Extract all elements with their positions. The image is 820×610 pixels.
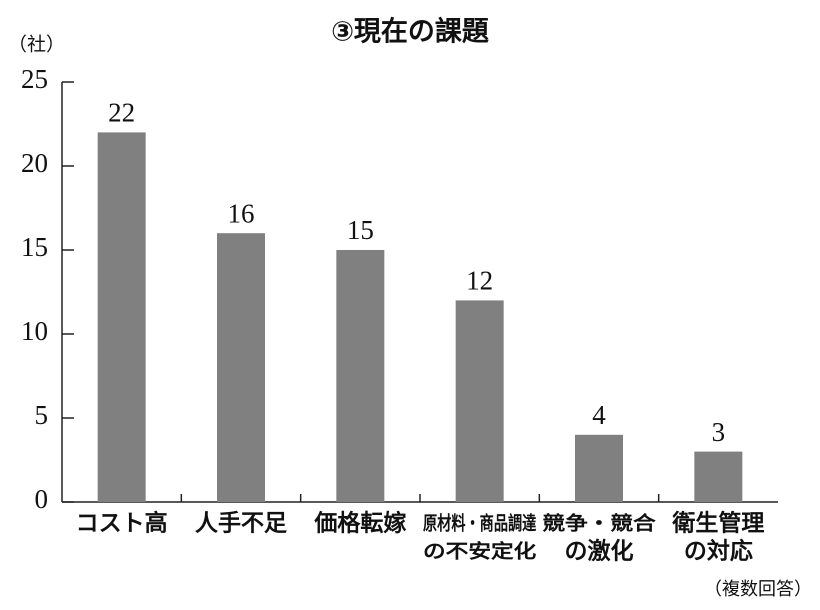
x-tick-label: 人手不足 [195,511,287,537]
y-tick-label: 20 [21,148,48,178]
bar [694,451,743,502]
y-axis-label: （社） [8,34,65,56]
bar [575,434,623,502]
bar [97,132,146,502]
note: （複数回答） [704,579,812,600]
value-label: 22 [108,98,135,128]
y-tick-label: 0 [35,484,49,514]
x-tick-label: 衛生管理 [671,510,764,537]
bar [336,250,385,502]
y-tick-label: 15 [21,232,48,262]
x-tick-label: コスト高 [76,510,168,537]
x-tick-label: 価格転嫁 [313,510,406,537]
y-tick-label: 5 [35,400,49,430]
y-tick-label: 10 [21,316,48,346]
x-tick-label: 競争・競合 [542,512,657,535]
x-tick-label: の対応 [684,538,753,565]
value-label: 15 [347,215,374,245]
bar [455,300,504,502]
bar [217,233,265,502]
value-label: 12 [466,266,493,296]
y-tick-label: 25 [21,64,48,94]
value-label: 16 [228,198,255,228]
chart-title: ③現在の課題 [331,16,490,48]
x-tick-label: の激化 [565,538,634,565]
value-label: 4 [592,400,606,430]
x-tick-label: 原材料・商品調達 [423,512,536,535]
value-label: 3 [712,417,726,447]
x-tick-label: の不安定化 [423,540,536,563]
